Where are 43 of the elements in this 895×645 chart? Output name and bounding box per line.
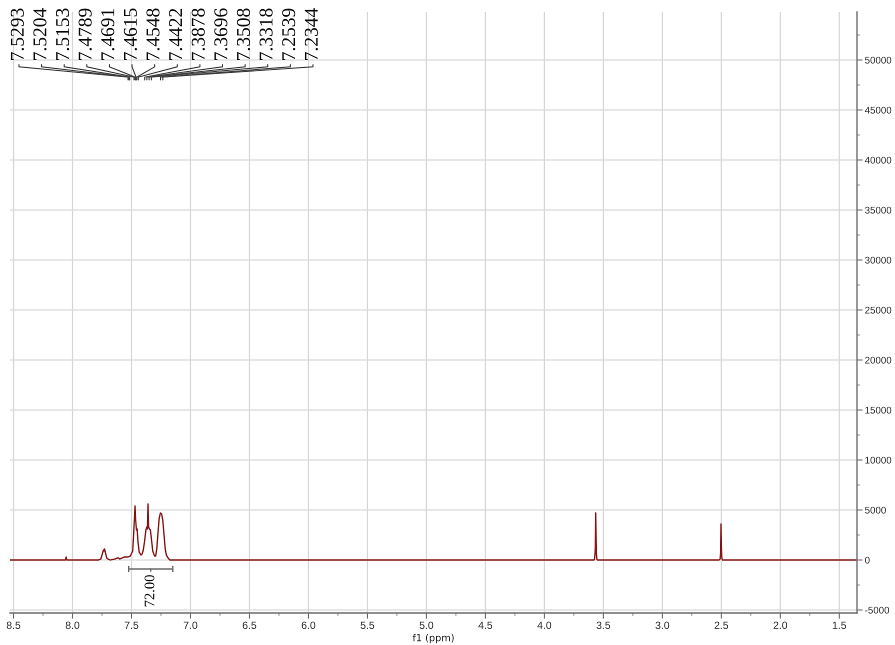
y-tick-label: 50000 xyxy=(865,56,892,64)
annotation: 7.5293 xyxy=(10,8,24,60)
annotation: 7.3318 xyxy=(259,8,273,60)
y-tick-label: 5000 xyxy=(865,506,886,514)
y-tick-label: 20000 xyxy=(865,356,892,364)
x-tick-label: 7.5 xyxy=(124,622,138,629)
annotation: 7.4691 xyxy=(101,8,114,60)
annotation: 7.4615 xyxy=(124,8,137,60)
y-tick-label: 40000 xyxy=(864,156,892,164)
annotation: 7.5153 xyxy=(56,8,70,60)
annotation: 7.4422 xyxy=(169,8,182,60)
x-tick-label: 8.0 xyxy=(66,622,80,629)
x-tick-label: 7.0 xyxy=(184,622,198,629)
x-tick-label: 4.0 xyxy=(537,622,552,629)
y-tick-label: 45000 xyxy=(864,106,892,114)
annotation: 7.3878 xyxy=(192,8,205,60)
annotation: 7.4548 xyxy=(146,8,160,60)
annotation: 7.2344 xyxy=(304,8,318,60)
x-tick-label: 3.5 xyxy=(596,622,610,629)
annotation: 7.3696 xyxy=(214,8,228,60)
x-tick-label: 5.0 xyxy=(420,622,434,629)
annotation: 7.4789 xyxy=(78,8,92,60)
x-tick-label: 5.5 xyxy=(360,622,374,629)
y-tick-label: 35000 xyxy=(865,206,892,214)
y-tick-label: 10000 xyxy=(865,456,892,464)
x-tick-label: 8.5 xyxy=(6,622,20,629)
x-tick-label: 2.0 xyxy=(774,622,788,629)
x-tick-label: 4.5 xyxy=(478,622,492,629)
y-tick-label: -5000 xyxy=(865,606,890,614)
annotation: 7.5204 xyxy=(33,8,47,60)
x-tick-label: 1.5 xyxy=(832,622,846,629)
x-tick-label: 2.5 xyxy=(714,622,728,629)
y-tick-label: 15000 xyxy=(865,406,892,414)
x-axis-title: f1 (ppm) xyxy=(412,634,454,644)
y-tick-label: 25000 xyxy=(865,306,892,314)
x-tick-label: 3.0 xyxy=(656,622,670,629)
y-tick-label: 0 xyxy=(865,556,870,564)
annotation: 72.00 xyxy=(144,575,154,606)
annotation: 7.2539 xyxy=(282,8,296,60)
y-tick-label: 30000 xyxy=(865,256,892,264)
x-tick-label: 6.0 xyxy=(302,622,316,629)
annotation: 7.3508 xyxy=(236,8,250,60)
x-tick-label: 6.5 xyxy=(242,622,256,629)
